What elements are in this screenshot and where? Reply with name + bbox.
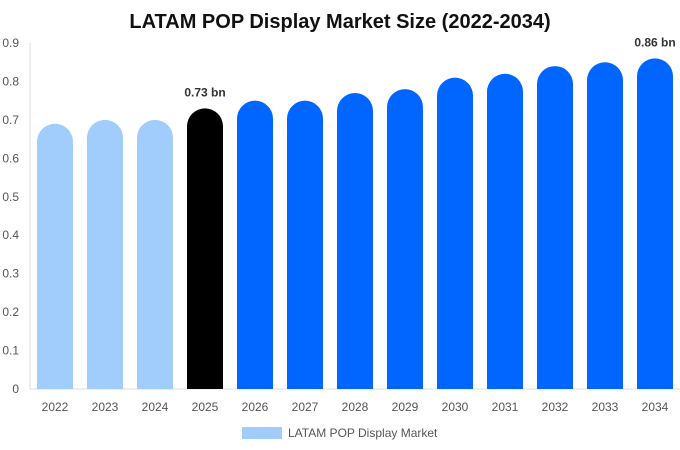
- bar-2030: [437, 77, 473, 389]
- x-tick-label: 2031: [492, 400, 519, 414]
- y-tick-label: 0.6: [2, 151, 19, 165]
- bar-2022: [37, 123, 73, 389]
- data-label-2034: 0.86 bn: [634, 35, 675, 49]
- y-tick-label: 0: [12, 382, 19, 396]
- bar-2023: [87, 119, 123, 389]
- bar-2024: [137, 119, 173, 389]
- y-tick-label: 0.9: [2, 36, 19, 50]
- x-tick-label: 2028: [342, 400, 369, 414]
- y-tick-label: 0.7: [2, 113, 19, 127]
- bar-2032: [537, 66, 573, 389]
- y-axis: 0 0.1 0.2 0.3 0.4 0.5 0.6 0.7 0.8 0.9: [2, 36, 31, 396]
- x-tick-label: 2029: [392, 400, 419, 414]
- legend-label: LATAM POP Display Market: [288, 426, 438, 440]
- y-tick-label: 0.5: [2, 190, 19, 204]
- bars: [37, 58, 673, 389]
- chart-title: LATAM POP Display Market Size (2022-2034…: [129, 11, 550, 33]
- x-tick-label: 2023: [92, 400, 119, 414]
- y-tick-label: 0.4: [2, 228, 19, 242]
- x-tick-label: 2025: [192, 400, 219, 414]
- bar-2033: [587, 62, 623, 389]
- bar-2026: [237, 100, 273, 389]
- bar-2034: [637, 58, 673, 389]
- bar-2028: [337, 92, 373, 389]
- y-tick-label: 0.1: [2, 344, 19, 358]
- bar-2025: [187, 108, 223, 389]
- data-label-2025: 0.73 bn: [184, 85, 225, 99]
- y-tick-label: 0.3: [2, 267, 19, 281]
- x-axis: 2022 2023 2024 2025 2026 2027 2028 2029 2030 2031…: [30, 388, 680, 414]
- y-tick-label: 0.8: [2, 74, 19, 88]
- bar-2029: [387, 89, 423, 389]
- bar-2031: [487, 73, 523, 389]
- legend: LATAM POP Display Market: [242, 426, 438, 440]
- x-tick-label: 2032: [542, 400, 569, 414]
- x-tick-label: 2034: [642, 400, 669, 414]
- y-tick-label: 0.2: [2, 305, 19, 319]
- x-tick-label: 2033: [592, 400, 619, 414]
- x-tick-label: 2022: [42, 400, 69, 414]
- legend-swatch: [242, 427, 282, 439]
- bar-2027: [287, 100, 323, 389]
- data-labels: 0.73 bn 0.86 bn: [184, 35, 675, 99]
- x-tick-label: 2024: [142, 400, 169, 414]
- x-tick-label: 2027: [292, 400, 319, 414]
- x-tick-label: 2026: [242, 400, 269, 414]
- x-tick-label: 2030: [442, 400, 469, 414]
